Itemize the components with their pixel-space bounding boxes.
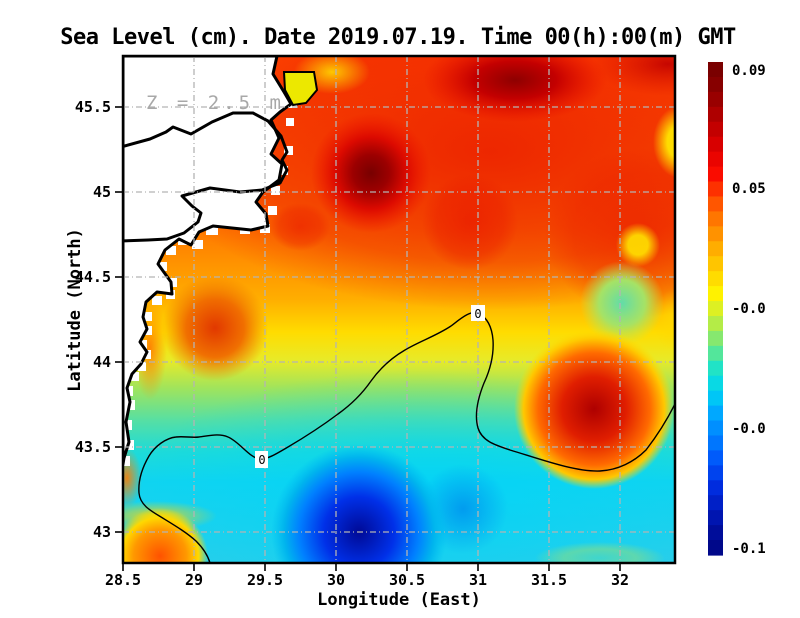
y-tick-label-45: 45: [93, 183, 111, 201]
x-tick-label-31: 31: [469, 571, 487, 589]
coastal-max-blob: [162, 275, 268, 381]
y-axis-label: Latitude (North): [65, 228, 85, 392]
colorbar-step: [708, 151, 723, 168]
axis-ticks: [115, 106, 621, 571]
colorbar-tick-label-3: -0.0: [732, 421, 766, 437]
colorbar-step: [708, 405, 723, 422]
colorbar-step: [708, 271, 723, 287]
colorbar-step: [708, 360, 723, 377]
colorbar-step: [708, 375, 723, 392]
x-tick-label-29.5: 29.5: [247, 571, 283, 589]
max-anomaly-blob: [311, 113, 431, 233]
heatmap-field: [123, 56, 675, 563]
colorbar-step: [708, 465, 723, 481]
colorbar: [708, 62, 723, 556]
contour-label-0-north: 0: [474, 307, 481, 321]
x-tick-label-30.5: 30.5: [389, 571, 425, 589]
colorbar-step: [708, 241, 723, 257]
colorbar-step: [708, 390, 723, 407]
y-tick-label-44: 44: [93, 353, 111, 371]
colorbar-step: [708, 315, 723, 332]
min-anomaly-blob: [271, 444, 447, 563]
colorbar-step: [708, 420, 723, 437]
colorbar-step: [708, 91, 723, 108]
delta-lake-outline: [123, 111, 289, 243]
plot-title: Sea Level (cm). Date 2019.07.19. Time 00…: [60, 25, 736, 50]
colorbar-step: [708, 525, 723, 541]
colorbar-step: [708, 196, 723, 212]
colorbar-step: [708, 211, 723, 227]
colorbar-step: [708, 76, 723, 93]
colorbar-step: [708, 495, 723, 511]
colorbar-step: [708, 226, 723, 242]
colorbar-step: [708, 450, 723, 466]
y-tick-label-43: 43: [93, 523, 111, 541]
x-tick-label-28.5: 28.5: [105, 571, 141, 589]
colorbar-step: [708, 166, 723, 183]
green-dip-spot: [580, 261, 664, 345]
southeast-max-blob: [514, 329, 674, 489]
y-tick-label-45.5: 45.5: [75, 98, 111, 116]
colorbar-tick-label-2: -0.0: [732, 301, 766, 317]
colorbar-step: [708, 286, 723, 302]
depth-annotation: Z = 2.5 m: [146, 92, 285, 114]
x-tick-label-30: 30: [327, 571, 345, 589]
colorbar-tick-label-1: 0.05: [732, 181, 766, 197]
gridlines: [123, 56, 675, 563]
zero-contour-line: [138, 311, 675, 563]
colorbar-step: [708, 540, 723, 556]
plot-border: [121, 54, 677, 565]
colorbar-step: [708, 62, 723, 78]
colorbar-step: [708, 181, 723, 198]
axis-tick-labels: 28.5 29 29.5 30 30.5 31 31.5 32 45.5 45 44.5 44 43.5…: [75, 98, 629, 589]
land-layer: [123, 56, 319, 466]
colorbar-step: [708, 345, 723, 362]
x-tick-label-31.5: 31.5: [531, 571, 567, 589]
delta-lagoon: [282, 71, 319, 107]
colorbar-step: [708, 480, 723, 496]
colorbar-step: [708, 510, 723, 526]
y-tick-label-43.5: 43.5: [75, 438, 111, 456]
colorbar-step: [708, 330, 723, 347]
contour-label-0-south: 0: [258, 453, 265, 467]
colorbar-step: [708, 121, 723, 138]
contour-label-chip: [255, 451, 268, 468]
colorbar-step: [708, 435, 723, 452]
x-tick-label-29: 29: [185, 571, 203, 589]
x-axis-label: Longitude (East): [317, 590, 481, 610]
colorbar-step: [708, 256, 723, 272]
zero-contour-layer: 0 0: [138, 305, 675, 563]
colorbar-step: [708, 136, 723, 153]
colorbar-step: [708, 106, 723, 123]
x-tick-label-32: 32: [611, 571, 629, 589]
contour-label-chip: [471, 305, 485, 321]
colorbar-tick-label-4: -0.1: [732, 541, 766, 557]
y-tick-label-44.5: 44.5: [75, 268, 111, 286]
colorbar-step: [708, 301, 723, 317]
colorbar-tick-label-0: 0.09: [732, 63, 766, 79]
colorbar-labels: 0.09 0.05 -0.0 -0.0 -0.1: [732, 63, 766, 557]
